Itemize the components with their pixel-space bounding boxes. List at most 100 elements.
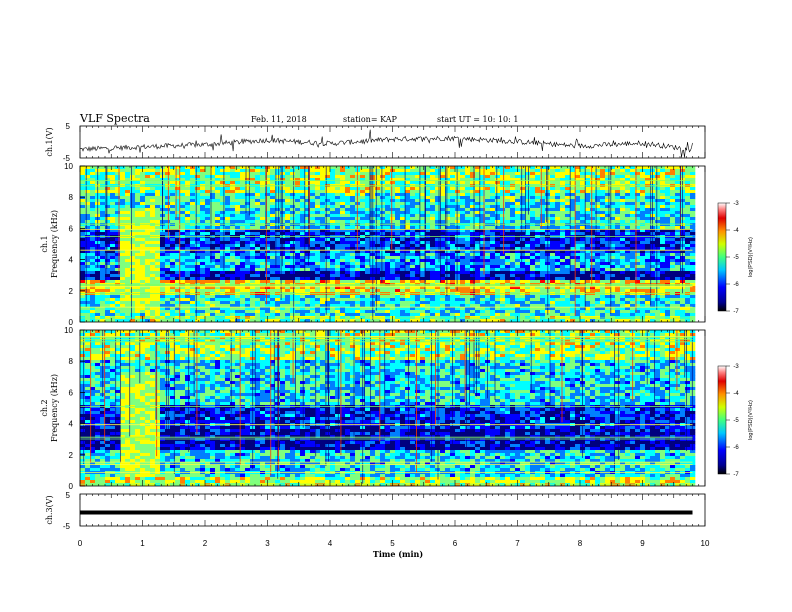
spectrogram-cell xyxy=(210,214,216,218)
spectrogram-cell xyxy=(120,178,126,182)
spectrogram-cell xyxy=(180,274,186,278)
spectrogram-cell xyxy=(295,277,301,281)
spectrogram-cell xyxy=(625,256,631,260)
spectrogram-cell xyxy=(420,175,426,179)
spectrogram-cell xyxy=(275,199,281,203)
spectrogram-cell xyxy=(235,232,241,236)
spectrogram-cell xyxy=(330,214,336,218)
spectrogram-cell xyxy=(335,187,341,191)
spectrogram-cell xyxy=(185,268,191,272)
spectrogram-cell xyxy=(180,238,186,242)
spectrogram-cell xyxy=(145,274,151,278)
spectrogram-cell xyxy=(195,187,201,191)
spectrogram-cell xyxy=(480,250,486,254)
spectrogram-cell xyxy=(385,241,391,245)
spectrogram-cell xyxy=(100,238,106,242)
spectrogram-cell xyxy=(290,250,296,254)
spectrogram-cell xyxy=(500,247,506,251)
spectrogram-cell xyxy=(410,178,416,182)
spectrogram-cell xyxy=(320,169,326,173)
spectrogram-cell xyxy=(590,187,596,191)
spectrogram-cell xyxy=(395,250,401,254)
spectrogram-cell xyxy=(495,241,501,245)
spectrogram-cell xyxy=(245,211,251,215)
spectrogram-cell xyxy=(185,172,191,176)
spectrogram-cell xyxy=(245,178,251,182)
spectrogram-cell xyxy=(235,181,241,185)
spectrogram-cell xyxy=(120,211,126,215)
spectrogram-cell xyxy=(670,217,676,221)
spectrogram-cell xyxy=(485,214,491,218)
spectrogram-cell xyxy=(170,175,176,179)
spectrogram-cell xyxy=(305,175,311,179)
spectrogram-cell xyxy=(310,190,316,194)
spectrogram-cell xyxy=(335,226,341,230)
spectrogram-cell xyxy=(570,211,576,215)
spectrogram-cell xyxy=(590,223,596,227)
spectrogram-cell xyxy=(590,259,596,263)
spectrogram-cell xyxy=(195,166,201,170)
spectrogram-cell xyxy=(490,211,496,215)
spectrogram-cell xyxy=(175,205,181,209)
spectrogram-cell xyxy=(140,232,146,236)
spectrogram-cell xyxy=(390,226,396,230)
spectrogram-cell xyxy=(375,208,381,212)
spectrogram-cell xyxy=(485,190,491,194)
spectrogram-cell xyxy=(195,259,201,263)
spectrogram-cell xyxy=(260,244,266,248)
spectrogram-cell xyxy=(300,181,306,185)
spectrogram-cell xyxy=(135,280,141,284)
spectrogram-cell xyxy=(265,193,271,197)
spectrogram-cell xyxy=(190,262,196,266)
spectrogram-cell xyxy=(300,262,306,266)
spectrogram-cell xyxy=(110,253,116,257)
spectrogram-cell xyxy=(390,259,396,263)
spectrogram-cell xyxy=(510,253,516,257)
spectrogram-cell xyxy=(245,262,251,266)
spectrogram-cell xyxy=(245,196,251,200)
spectrogram-cell xyxy=(565,226,571,230)
spectrogram-cell xyxy=(200,172,206,176)
spectrogram-cell xyxy=(675,220,681,224)
spectrogram-cell xyxy=(465,247,471,251)
spectrogram-cell xyxy=(590,181,596,185)
spectrogram-cell xyxy=(365,259,371,263)
spectrogram-cell xyxy=(270,226,276,230)
spectrogram-cell xyxy=(535,223,541,227)
spectrogram-cell xyxy=(85,265,91,269)
spectrogram-cell xyxy=(455,187,461,191)
spectrogram-cell xyxy=(250,202,256,206)
spectrogram-cell xyxy=(90,265,96,269)
spectrogram-cell xyxy=(675,214,681,218)
spectrogram-cell xyxy=(255,247,261,251)
spectrogram-cell xyxy=(530,181,536,185)
spectrogram-cell xyxy=(330,259,336,263)
spectrogram-cell xyxy=(375,286,381,290)
spectrogram-cell xyxy=(245,247,251,251)
spectrogram-cell xyxy=(305,187,311,191)
spectrogram-cell xyxy=(145,190,151,194)
spectrogram-cell xyxy=(555,229,561,233)
spectrogram-cell xyxy=(395,259,401,263)
spectrogram-cell xyxy=(670,277,676,281)
spectrogram-cell xyxy=(275,256,281,260)
spectrogram-cell xyxy=(380,196,386,200)
spectrogram-cell xyxy=(235,271,241,275)
spectrogram-cell xyxy=(595,223,601,227)
spectrogram-cell xyxy=(365,274,371,278)
spectrogram-cell xyxy=(260,286,266,290)
spectrogram-cell xyxy=(660,256,666,260)
spectrogram-cell xyxy=(605,271,611,275)
spectrogram-cell xyxy=(230,253,236,257)
spectrogram-cell xyxy=(615,223,621,227)
spectrogram-cell xyxy=(655,256,661,260)
spectrogram-cell xyxy=(345,274,351,278)
spectrogram-cell xyxy=(625,277,631,281)
spectrogram-cell xyxy=(535,211,541,215)
spectrogram-cell xyxy=(220,226,226,230)
spectrogram-cell xyxy=(200,274,206,278)
spectrogram-cell xyxy=(660,277,666,281)
spectrogram-cell xyxy=(110,217,116,221)
spectrogram-cell xyxy=(225,199,231,203)
spectrogram-cell xyxy=(595,166,601,170)
